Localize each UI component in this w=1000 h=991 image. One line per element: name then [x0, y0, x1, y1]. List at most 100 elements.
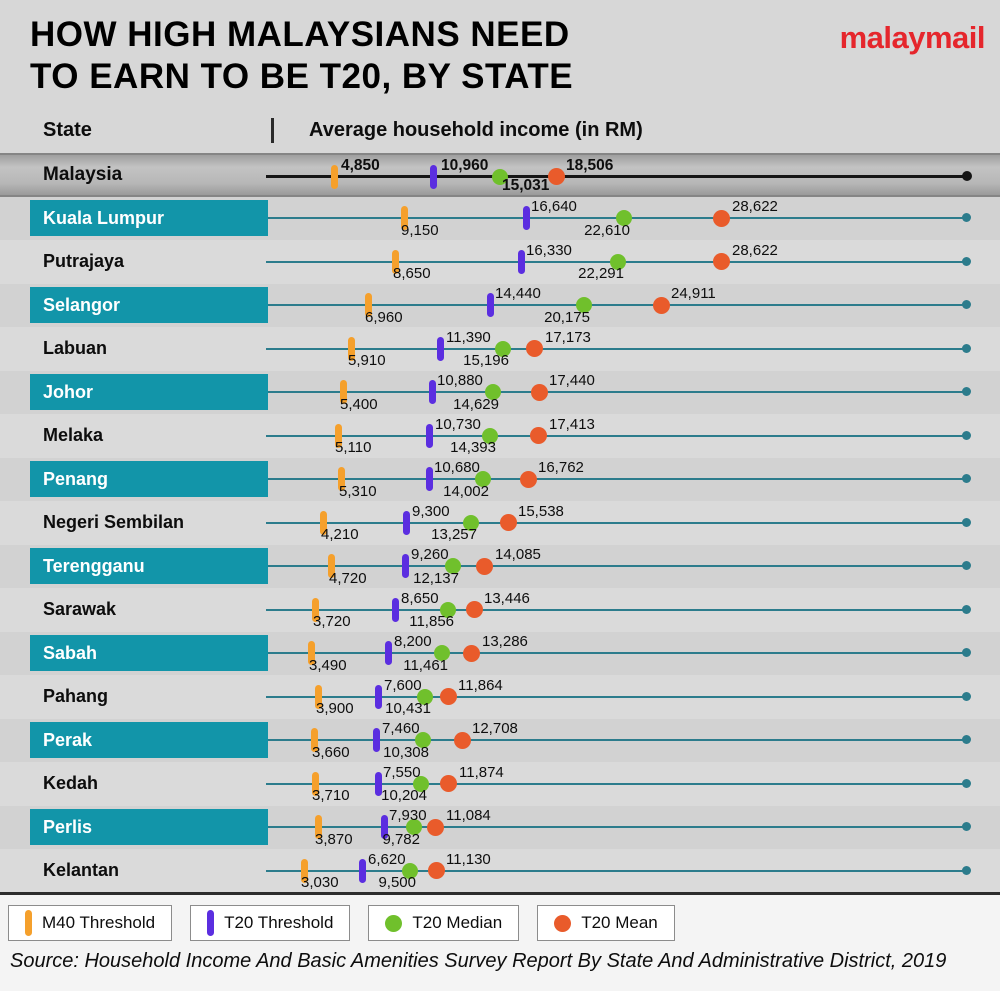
mean-value-label: 24,911 — [671, 285, 716, 302]
t20-mean-dot — [520, 470, 537, 488]
t20-median-dot — [402, 862, 418, 879]
m40-value-label: 3,870 — [315, 830, 353, 848]
mean-value-label: 13,446 — [484, 589, 530, 607]
chart-row-perak: Perak 3,660 10,308 7,460 12,708 — [0, 718, 1000, 762]
t20-mean-dot — [653, 296, 670, 314]
m40-value-label: 5,110 — [335, 439, 372, 456]
mean-value-label: 18,506 — [566, 156, 614, 174]
mean-value-label: 28,622 — [732, 198, 778, 215]
legend-label: M40 Threshold — [42, 913, 156, 932]
median-value-label: 22,610 — [584, 221, 630, 239]
header: HOW HIGH MALAYSIANS NEED TO EARN TO BE T… — [30, 14, 986, 98]
row-end-dot — [962, 517, 971, 527]
dotplot-chart: Malaysia 4,850 15,031 10,960 18,506 Kuala Lum… — [0, 153, 1000, 893]
m40-value-label: 6,960 — [365, 308, 403, 326]
median-value-label: 14,002 — [443, 482, 489, 500]
column-headers: State Average household income (in RM) — [0, 117, 1000, 147]
m40-value-label: 3,030 — [301, 874, 339, 891]
m40-threshold-tick — [315, 684, 322, 709]
median-value-label: 14,629 — [453, 395, 499, 413]
title-line-1: HOW HIGH MALAYSIANS NEED — [30, 15, 570, 54]
t20-value-label: 10,880 — [437, 372, 483, 389]
state-label: Perlis — [30, 809, 268, 845]
mean-value-label: 11,130 — [446, 850, 491, 868]
row-line — [266, 175, 966, 178]
m40-value-label: 3,900 — [316, 700, 354, 717]
m40-threshold-tick — [335, 423, 342, 448]
row-line — [266, 304, 966, 306]
median-value-label: 12,137 — [413, 569, 459, 587]
mean-value-label: 11,864 — [458, 676, 503, 694]
state-label: Penang — [30, 461, 268, 497]
t20-median-dot — [434, 645, 450, 661]
row-line — [266, 478, 966, 480]
t20-median-dot — [463, 514, 479, 531]
t20-median-dot — [415, 732, 431, 748]
median-value-label: 14,393 — [450, 439, 496, 456]
title-line-2: TO EARN TO BE T20, BY STATE — [30, 57, 574, 96]
m40-value-label: 5,310 — [339, 482, 377, 500]
footer: M40 Threshold T20 Threshold T20 Median T… — [0, 892, 1000, 991]
chart-row-selangor: Selangor 6,960 20,175 14,440 24,911 — [0, 283, 1000, 327]
m40-threshold-tick — [308, 641, 315, 665]
mean-value-label: 12,708 — [472, 720, 518, 737]
t20-threshold-tick — [373, 728, 380, 752]
legend-item-t20: T20 Threshold — [190, 905, 351, 941]
t20-mean-dot — [466, 601, 483, 618]
t20-mean-dot — [548, 168, 565, 185]
t20-mean-dot — [526, 340, 543, 357]
row-end-dot — [962, 430, 971, 440]
row-line — [266, 347, 966, 350]
row-line — [266, 826, 966, 828]
t20-mean-dot — [463, 644, 480, 662]
m40-threshold-tick — [392, 249, 399, 274]
median-value-label: 10,204 — [381, 787, 427, 804]
chart-row-labuan: Labuan 5,910 15,196 11,390 17,173 — [0, 327, 1000, 371]
t20-median-dot — [616, 210, 632, 226]
t20-threshold-tick — [430, 164, 437, 189]
chart-row-terengganu: Terengganu 4,720 12,137 9,260 14,085 — [0, 544, 1000, 588]
m40-threshold-tick — [315, 815, 322, 839]
state-label: Johor — [30, 374, 268, 410]
chart-row-penang: Penang 5,310 14,002 10,680 16,762 — [0, 457, 1000, 501]
state-label: Selangor — [30, 287, 268, 323]
row-end-dot — [962, 778, 971, 788]
m40-threshold-tick — [401, 206, 408, 230]
t20-median-dot — [482, 427, 498, 444]
t20-median-dot — [610, 253, 626, 270]
chart-row-perlis: Perlis 3,870 9,782 7,930 11,084 — [0, 805, 1000, 849]
state-label: Terengganu — [30, 548, 268, 584]
page-title: HOW HIGH MALAYSIANS NEED TO EARN TO BE T… — [30, 14, 985, 98]
chart-row-kelantan: Kelantan 3,030 9,500 6,620 11,130 — [0, 849, 1000, 893]
row-end-dot — [962, 865, 971, 875]
t20-mean-dot — [531, 383, 548, 401]
t20-threshold-tick — [523, 206, 530, 230]
t20-value-label: 14,440 — [495, 285, 541, 302]
m40-threshold-tick — [348, 336, 355, 361]
t20-threshold-tick — [385, 641, 392, 665]
row-line — [266, 521, 966, 524]
state-label: Putrajaya — [43, 251, 125, 272]
m40-value-label: 9,150 — [401, 221, 439, 239]
column-header-income: Average household income (in RM) — [309, 119, 643, 141]
m40-threshold-tick — [301, 858, 308, 883]
t20-median-marker-icon — [385, 914, 403, 932]
m40-threshold-tick — [312, 771, 319, 796]
source-note: Source: Household Income And Basic Ameni… — [10, 950, 947, 972]
chart-row-negeri-sembilan: Negeri Sembilan 4,210 13,257 9,300 15,538 — [0, 501, 1000, 545]
t20-threshold-tick — [426, 423, 433, 448]
row-end-dot — [962, 300, 971, 309]
state-label: Sarawak — [43, 599, 117, 620]
chart-row-sarawak: Sarawak 3,720 11,856 8,650 13,446 — [0, 588, 1000, 632]
t20-threshold-tick — [375, 771, 382, 796]
median-value-label: 15,031 — [502, 177, 550, 194]
mean-value-label: 14,085 — [495, 546, 541, 563]
state-label: Kelantan — [43, 860, 120, 881]
m40-value-label: 8,650 — [393, 265, 431, 282]
t20-value-label: 6,620 — [368, 850, 406, 868]
t20-threshold-tick — [359, 858, 366, 883]
m40-threshold-tick — [331, 164, 338, 189]
t20-value-label: 7,930 — [389, 807, 427, 824]
t20-threshold-marker-icon — [207, 910, 215, 936]
chart-row-kedah: Kedah 3,710 10,204 7,550 11,874 — [0, 762, 1000, 806]
